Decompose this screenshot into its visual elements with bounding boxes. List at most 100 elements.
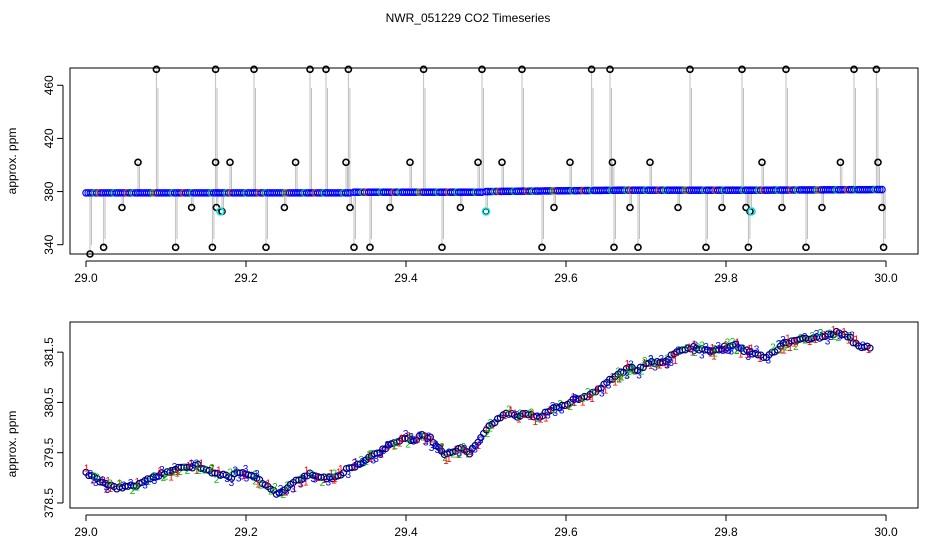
- top-outlier-point: [99, 243, 108, 252]
- bottom-line-marker-1: 1: [578, 394, 584, 405]
- bottom-y-axis-label: approx. ppm: [5, 411, 19, 478]
- bottom-line-marker-1: 1: [368, 454, 374, 465]
- bottom-line-marker-1: 1: [851, 333, 857, 344]
- bottom-line-marker-3: 3: [243, 464, 249, 475]
- bottom-line-marker-2: 2: [227, 467, 233, 478]
- bottom-line-marker-1: 1: [572, 398, 578, 409]
- bottom-line-marker-2: 2: [182, 463, 188, 474]
- bottom-line-marker-2: 2: [784, 343, 790, 354]
- bottom-line-marker-1: 1: [446, 454, 452, 465]
- bottom-line-marker-1: 1: [117, 478, 123, 489]
- top-outlier-point: [419, 65, 428, 74]
- top-outlier-point: [474, 158, 482, 167]
- top-x-axis: 29.0 29.2 29.4 29.6 29.8 30.0: [74, 260, 898, 285]
- bottom-line-marker-3: 3: [624, 371, 630, 382]
- bottom-line-marker-1: 1: [530, 410, 536, 421]
- bottom-line-marker-2: 2: [818, 328, 824, 339]
- bottom-line-marker-2: 2: [281, 490, 287, 501]
- bottom-line-marker-1: 1: [385, 442, 391, 453]
- bottom-line-marker-1: 1: [802, 336, 808, 347]
- top-outlier-point: [208, 243, 217, 252]
- bottom-line-marker-3: 3: [825, 336, 831, 347]
- top-outlier-point: [250, 65, 258, 74]
- bottom-line-marker-2: 2: [134, 482, 140, 493]
- bottom-line-marker-1: 1: [241, 471, 247, 482]
- bottom-line-marker-1: 1: [791, 338, 797, 349]
- bottom-line-marker-1: 1: [100, 475, 106, 486]
- bottom-line-marker-1: 1: [283, 487, 289, 498]
- bottom-line-marker-2: 2: [712, 344, 718, 355]
- bottom-line-marker-3: 3: [837, 332, 843, 343]
- bottom-line-marker-3: 3: [384, 440, 390, 451]
- bottom-line-marker-2: 2: [258, 481, 264, 492]
- bottom-line-marker-3: 3: [746, 352, 752, 363]
- bottom-line-marker-1: 1: [314, 473, 320, 484]
- bottom-line-marker-3: 3: [277, 488, 283, 499]
- bottom-line-marker-1: 1: [508, 406, 514, 417]
- bottom-line-marker-3: 3: [559, 406, 565, 417]
- top-y-tick-label: 380: [42, 181, 56, 201]
- bottom-y-tick-label: 381.5: [42, 337, 56, 367]
- bottom-line-marker-1: 1: [468, 447, 474, 458]
- bottom-line-marker-3: 3: [572, 395, 578, 406]
- bottom-line-marker-2: 2: [252, 470, 258, 481]
- top-outlier-point: [802, 243, 810, 252]
- bottom-line-marker-1: 1: [690, 348, 696, 359]
- bottom-line-marker-1: 1: [841, 327, 847, 338]
- bottom-line-marker-3: 3: [765, 355, 771, 366]
- bottom-line-marker-1: 1: [747, 344, 753, 355]
- bottom-line-marker-1: 1: [216, 466, 222, 477]
- bottom-line-marker-3: 3: [386, 441, 392, 452]
- bottom-line-marker-2: 2: [625, 369, 631, 380]
- bottom-line-marker-3: 3: [236, 473, 242, 484]
- bottom-line-marker-3: 3: [734, 340, 740, 351]
- top-outlier-point: [291, 158, 300, 167]
- top-outlier-point: [171, 243, 180, 252]
- bottom-line-marker-2: 2: [487, 424, 493, 435]
- bottom-line-marker-3: 3: [290, 485, 296, 496]
- bottom-line-marker-2: 2: [527, 408, 533, 419]
- bottom-line-marker-1: 1: [612, 378, 618, 389]
- bottom-mean-point: [348, 463, 356, 472]
- bottom-line-marker-3: 3: [572, 393, 578, 404]
- bottom-line-marker-1: 1: [353, 457, 359, 468]
- bottom-line-marker-3: 3: [737, 343, 743, 354]
- top-baseline-point: [873, 185, 882, 194]
- top-outlier-point: [742, 203, 750, 212]
- top-outlier-point: [350, 243, 358, 252]
- bottom-line-marker-3: 3: [362, 456, 368, 467]
- bottom-mean-point: [754, 351, 762, 359]
- bottom-x-tick-label: 29.4: [394, 525, 418, 539]
- bottom-line-marker-1: 1: [194, 466, 200, 477]
- top-outlier-point: [406, 158, 414, 167]
- bottom-line-marker-3: 3: [692, 346, 698, 357]
- bottom-line-marker-1: 1: [174, 468, 180, 479]
- bottom-line-marker-1: 1: [108, 484, 114, 495]
- bottom-line-marker-3: 3: [93, 478, 99, 489]
- bottom-plot-frame: [69, 321, 919, 509]
- bottom-mean-point: [373, 449, 381, 457]
- bottom-x-tick-label: 29.2: [234, 525, 258, 539]
- bottom-line-marker-1: 1: [516, 415, 522, 426]
- bottom-line-marker-2: 2: [592, 387, 598, 398]
- top-x-tick-label: 30.0: [874, 271, 898, 285]
- top-outlier-point: [879, 243, 888, 252]
- bottom-line-marker-3: 3: [128, 478, 134, 489]
- bottom-line-marker-2: 2: [488, 418, 494, 429]
- bottom-line-marker-1: 1: [589, 394, 595, 405]
- bottom-line-marker-3: 3: [457, 448, 463, 459]
- bottom-line-marker-1: 1: [351, 462, 357, 473]
- bottom-line-marker-3: 3: [487, 421, 493, 432]
- bottom-line-marker-1: 1: [303, 478, 309, 489]
- bottom-line-marker-1: 1: [168, 473, 174, 484]
- bottom-mean-point: [379, 445, 387, 453]
- bottom-line-marker-1: 1: [443, 456, 449, 467]
- bottom-line-marker-3: 3: [776, 339, 782, 350]
- bottom-line-marker-3: 3: [88, 469, 94, 480]
- bottom-line-marker-2: 2: [836, 333, 842, 344]
- bottom-x-axis: 29.0 29.2 29.4 29.6 29.8 30.0: [74, 514, 898, 539]
- bottom-mean-point: [866, 344, 874, 352]
